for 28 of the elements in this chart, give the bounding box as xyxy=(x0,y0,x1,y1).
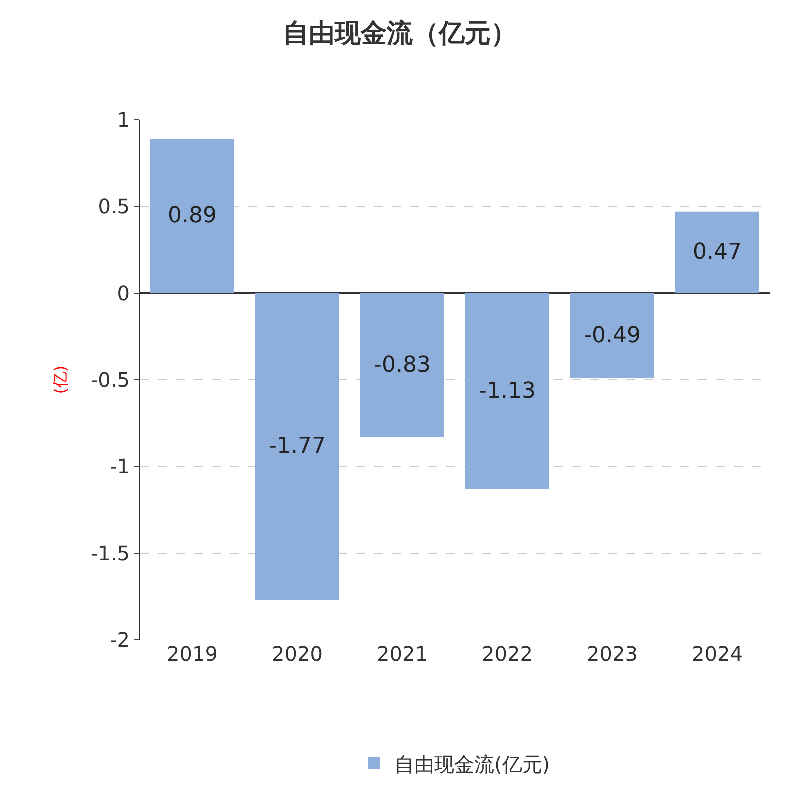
bar xyxy=(360,293,444,438)
data-label: 0.47 xyxy=(693,240,742,266)
x-tick-label: 2022 xyxy=(482,642,533,666)
y-axis-title: (亿) xyxy=(50,366,70,394)
data-label: 0.89 xyxy=(168,204,217,229)
x-tick-label: 2024 xyxy=(692,642,743,666)
y-tick-label: 0.5 xyxy=(98,194,130,219)
x-tick-label: 2021 xyxy=(377,642,428,666)
bar xyxy=(256,293,340,600)
data-label: -0.83 xyxy=(374,352,431,378)
y-tick-label: -2 xyxy=(110,628,130,652)
bar xyxy=(676,212,760,294)
x-tick-label: 2023 xyxy=(587,642,638,666)
bar xyxy=(570,293,654,378)
legend-label: 自由现金流(亿元) xyxy=(394,752,550,776)
chart-title: 自由现金流（亿元） xyxy=(283,19,517,50)
y-tick-label: -0.5 xyxy=(90,368,130,392)
data-label: -0.49 xyxy=(584,323,641,348)
x-tick-label: 2019 xyxy=(167,642,218,666)
y-tick-label: 1 xyxy=(117,108,130,132)
data-label: -1.77 xyxy=(269,434,326,460)
y-tick-label: 0 xyxy=(117,281,130,306)
y-tick-label: -1.5 xyxy=(90,541,130,566)
x-tick-label: 2020 xyxy=(272,642,323,666)
y-tick-label: -1 xyxy=(110,454,130,479)
data-label: -1.13 xyxy=(479,378,536,404)
bar xyxy=(466,293,550,490)
bar xyxy=(150,139,234,294)
